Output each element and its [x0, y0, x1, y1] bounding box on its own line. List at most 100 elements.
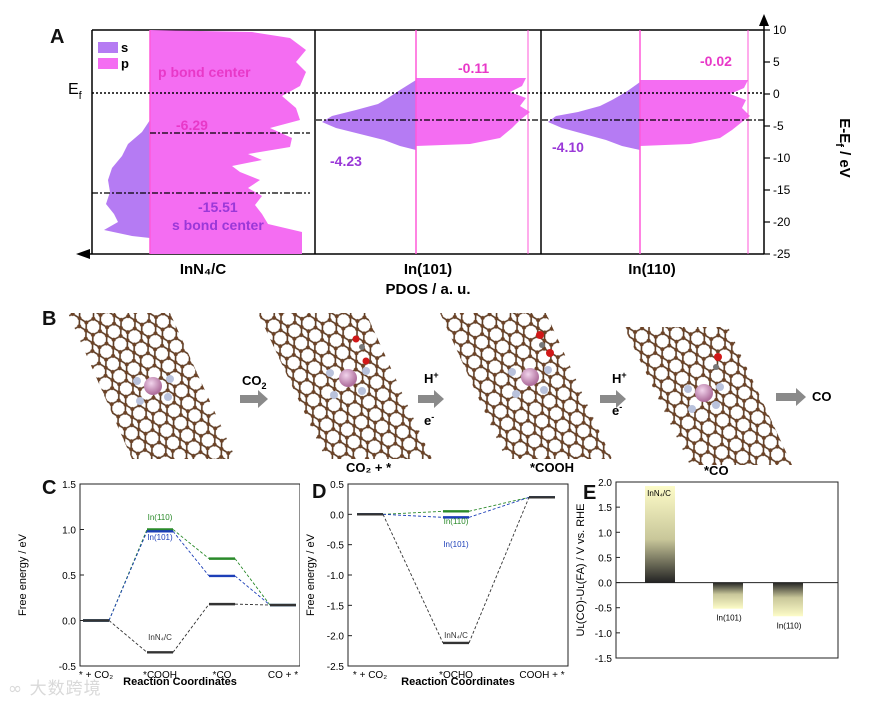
pdos-innc-curves [104, 30, 306, 254]
panel-d-y-label: Free energy / eV [305, 533, 317, 616]
panel-e-y-label: Uʟ(CO)-Uʟ(FA) / V vs. RHE [575, 504, 587, 637]
panel-e-limiting-potential: 2.0 1.5 1.0 0.5 0.0 -0.5 -1.0 -1.5 InN₄/C In(101)… [575, 478, 839, 665]
fermi-label: Ef [68, 81, 83, 102]
subpanel-name-in101: In(101) [404, 261, 452, 278]
bar-label: In(110) [777, 621, 802, 630]
in101-s-center-value: -4.23 [330, 153, 362, 169]
y-tick-label: 0.5 [330, 480, 344, 491]
panel-d-x-label: Reaction Coordinates [401, 676, 515, 688]
caption-co: *CO [704, 463, 729, 478]
y-tick-label: -1.5 [595, 654, 613, 665]
connector-in110 [382, 510, 444, 515]
y-tick-label: 0.0 [330, 510, 344, 521]
graphene-sheet-cooh [440, 313, 612, 459]
step1-reagent: CO2 [242, 373, 267, 391]
connector-in101 [172, 531, 210, 577]
panel-label-a: A [50, 26, 65, 48]
in101-p-center-value: -0.11 [458, 60, 489, 76]
legend-s-swatch [98, 42, 118, 53]
annotation-innc: InN₄/C [444, 631, 468, 640]
panel-label-c: C [42, 477, 57, 499]
x-tick-label: *CO [213, 670, 232, 681]
y-tick-label: 2.0 [598, 478, 612, 489]
y-tick-label: -1.5 [327, 601, 345, 612]
legend-p-swatch [98, 58, 118, 69]
connector-innc [234, 603, 271, 606]
panel-a-y-axis: 10 5 0 -5 -10 -15 -20 -25 [764, 23, 791, 261]
reaction-arrow-1 [240, 390, 268, 408]
y-tick-label: -2.0 [327, 632, 345, 643]
innc-p-center-value: -6.29 [176, 117, 208, 133]
x-tick-label: *OCHO [439, 670, 473, 681]
step2-proton: H+ [424, 370, 439, 386]
connector-in110 [234, 558, 271, 606]
bar-1 [713, 582, 743, 609]
connector-innc [172, 603, 210, 653]
subpanel-name-in110: In(110) [628, 261, 676, 278]
in110-s-center-value: -4.10 [552, 139, 584, 155]
s-bond-center-label: s bond center [172, 217, 264, 233]
y-tick-label: -0.5 [595, 604, 613, 615]
y-tick-label: 5 [773, 55, 780, 69]
innc-s-center-value: -15.51 [198, 199, 238, 215]
annotation-in101: In(101) [443, 540, 469, 549]
panel-label-e: E [583, 482, 597, 504]
connector-in101 [382, 513, 444, 518]
y-tick-label: 0.5 [62, 571, 76, 582]
y-tick-label: 1.5 [598, 503, 612, 514]
panel-a-pdos: s p Ef p bond center -6.29 -15.51 s bond… [68, 14, 853, 298]
panel-c-y-label: Free energy / eV [17, 533, 29, 616]
reaction-arrow-2 [418, 390, 444, 408]
y-tick-label: -0.5 [327, 541, 345, 552]
y-tick-label: -2.5 [327, 662, 345, 673]
y-tick-label: -0.5 [59, 662, 77, 673]
y-tick-label: 1.0 [598, 528, 612, 539]
panel-a-y-label: E-Ef / eV [833, 118, 853, 178]
bar-0 [645, 486, 675, 583]
connector-in110 [172, 529, 210, 559]
connector-in101 [234, 575, 271, 606]
step3-electron: e- [612, 402, 622, 418]
x-tick-label: *COOH [143, 670, 177, 681]
graphene-sheet-co2 [258, 313, 432, 459]
y-tick-label: -5 [773, 119, 784, 133]
y-tick-label: 0 [773, 87, 780, 101]
panel-label-d: D [312, 481, 327, 503]
graphene-sheet-co [624, 327, 792, 465]
caption-cooh: *COOH [530, 460, 574, 475]
reaction-arrow-4 [776, 388, 806, 406]
annotation-innc: InN₄/C [148, 633, 172, 642]
pdos-in101-curves [322, 30, 530, 254]
product-co: CO [812, 389, 832, 404]
y-tick-label: 10 [773, 23, 787, 37]
legend-p-label: p [121, 56, 129, 71]
y-tick-label: -15 [773, 183, 791, 197]
y-tick-label: -1.0 [327, 571, 345, 582]
panel-c-x-label: Reaction Coordinates [123, 676, 237, 688]
annotation-in110: In(110) [444, 517, 469, 526]
panel-a-x-label: PDOS / a. u. [385, 281, 470, 298]
x-tick-label: * + CO₂ [353, 670, 387, 681]
pdos-in110-curves [548, 30, 750, 254]
connector-innc [108, 620, 148, 653]
y-tick-label: -25 [773, 247, 791, 261]
x-tick-label: COOH + * [519, 670, 564, 681]
bar-label: InN₄/C [647, 489, 671, 498]
y-tick-label: -1.0 [595, 629, 613, 640]
x-tick-label: CO + * [268, 670, 298, 681]
panel-d-free-energy-fa: 0.5 0.0 -0.5 -1.0 -1.5 -2.0 -2.5 * + CO₂ *OCHO CO… [305, 480, 569, 688]
graphene-sheet-innc [68, 313, 236, 459]
watermark-logo: ∞ 大数跨境 [8, 679, 102, 699]
step2-electron: e- [424, 412, 434, 428]
annotation-in101: In(101) [147, 533, 173, 542]
subpanel-name-innc: InN₄/C [180, 261, 226, 278]
y-tick-label: 0.5 [598, 553, 612, 564]
y-tick-label: 1.0 [62, 526, 76, 537]
y-tick-label: -20 [773, 215, 791, 229]
y-tick-label: 1.5 [62, 480, 76, 491]
bar-label: In(101) [716, 614, 742, 623]
bar-2 [773, 582, 803, 617]
annotation-in110: In(110) [148, 513, 173, 522]
in110-p-center-value: -0.02 [700, 53, 732, 69]
y-tick-label: -10 [773, 151, 791, 165]
